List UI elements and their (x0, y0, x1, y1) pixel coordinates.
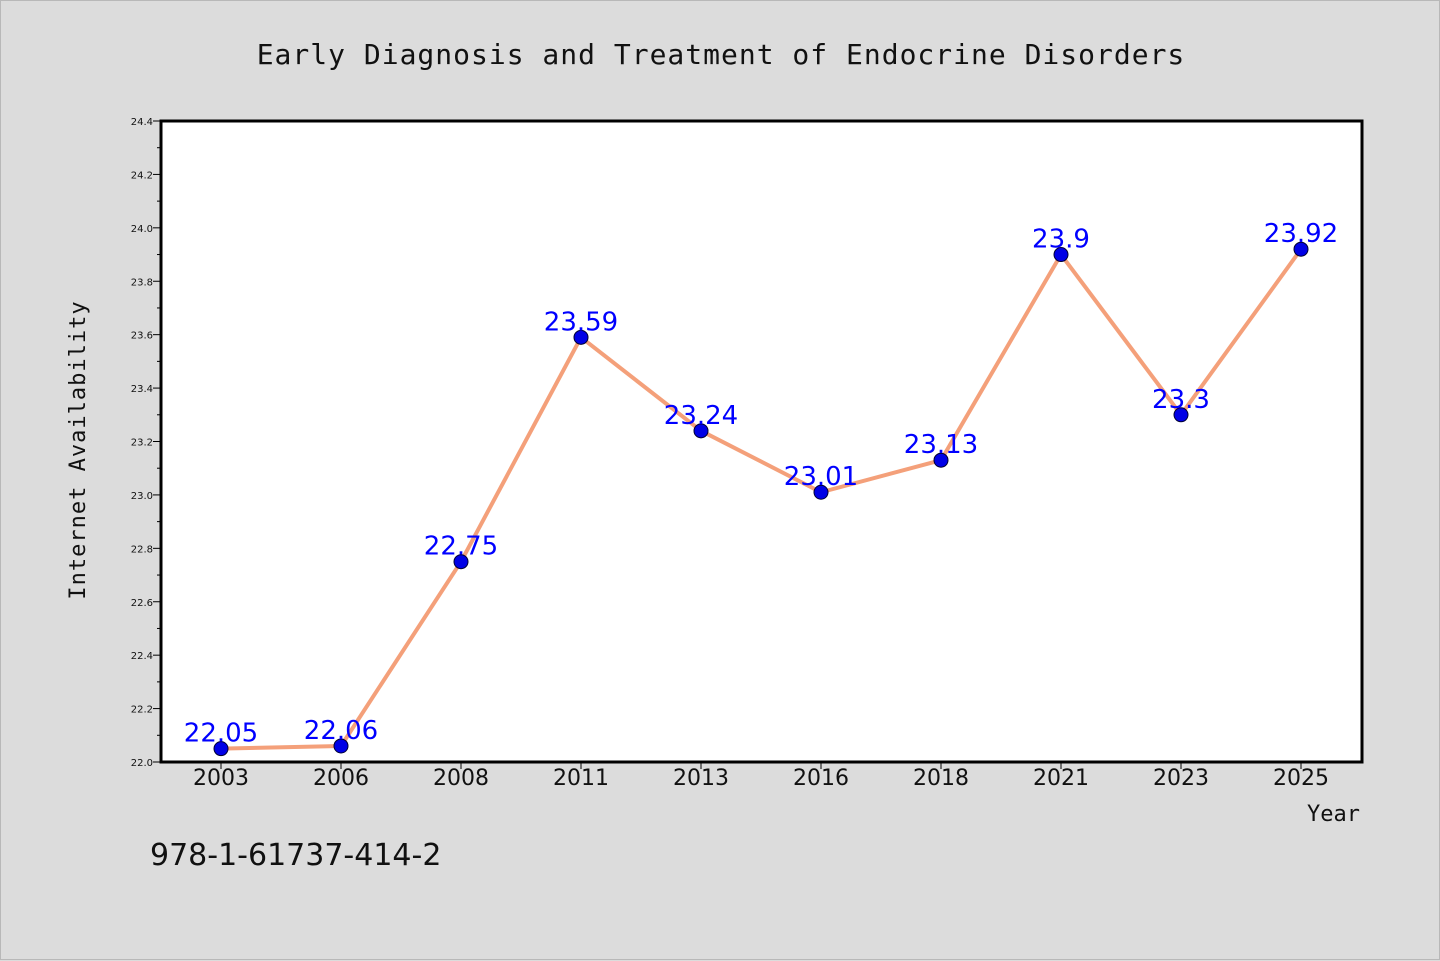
x-tick-label: 2006 (313, 766, 369, 791)
y-tick-label: 23.4 (131, 384, 153, 395)
y-tick-label: 22.6 (131, 598, 153, 609)
x-axis: 2003 2006 2008 2011 2013 2016 2018 2021 2023 2025 (193, 762, 1329, 791)
y-axis-label: Internet Availability (66, 300, 91, 599)
data-point (1173, 407, 1189, 423)
y-axis: 22.0 22.2 22.4 22.6 22.8 23.0 23.2 23.4 23.6 23.8… (131, 117, 161, 769)
isbn-text: 978-1-61737-414-2 (150, 838, 441, 873)
plot-area (159, 119, 1364, 764)
data-label: 23.24 (664, 401, 738, 431)
data-point (1293, 241, 1309, 257)
y-tick-label: 23.2 (131, 438, 153, 449)
data-point (333, 738, 349, 754)
data-label: 23.13 (904, 430, 978, 460)
x-tick-label: 2025 (1273, 766, 1329, 791)
data-point (573, 329, 589, 345)
chart-title: Early Diagnosis and Treatment of Endocri… (257, 38, 1186, 71)
x-tick-label: 2018 (913, 766, 969, 791)
series-layer: 22.05 22.0622.7523.5923.2423.0123.1323.92… (184, 219, 1338, 757)
data-label: 23.92 (1264, 219, 1338, 249)
x-tick-label: 2011 (553, 766, 609, 791)
data-label: 23.59 (544, 307, 618, 337)
x-axis-label: Year (1307, 802, 1360, 827)
y-tick-label: 23.8 (131, 277, 153, 288)
data-point (933, 452, 949, 468)
y-tick-label: 24.2 (131, 170, 153, 181)
data-point (453, 554, 469, 570)
x-tick-label: 2023 (1153, 766, 1209, 791)
data-label: 22.06 (304, 716, 378, 746)
y-tick-label: 22.4 (131, 651, 153, 662)
data-label: 22.05 (184, 719, 258, 749)
data-point (213, 741, 229, 757)
x-tick-label: 2003 (193, 766, 249, 791)
y-tick-label: 24.0 (131, 224, 153, 235)
x-tick-label: 2021 (1033, 766, 1089, 791)
y-tick-label: 24.4 (131, 117, 153, 128)
y-tick-label: 23.0 (131, 491, 153, 502)
y-tick-label: 22.8 (131, 544, 153, 555)
data-point (1053, 247, 1069, 263)
x-tick-label: 2016 (793, 766, 849, 791)
data-point (813, 484, 829, 500)
data-label: 22.75 (424, 532, 498, 562)
data-label: 23.01 (784, 462, 858, 492)
data-point (693, 423, 709, 439)
y-tick-label: 23.6 (131, 331, 153, 342)
y-tick-label: 22.0 (131, 758, 153, 769)
x-tick-label: 2013 (673, 766, 729, 791)
series-line (220, 248, 1303, 751)
x-tick-label: 2008 (433, 766, 489, 791)
data-label: 23.9 (1032, 225, 1090, 255)
data-label: 23.3 (1152, 385, 1210, 415)
y-tick-label: 22.2 (131, 705, 153, 716)
